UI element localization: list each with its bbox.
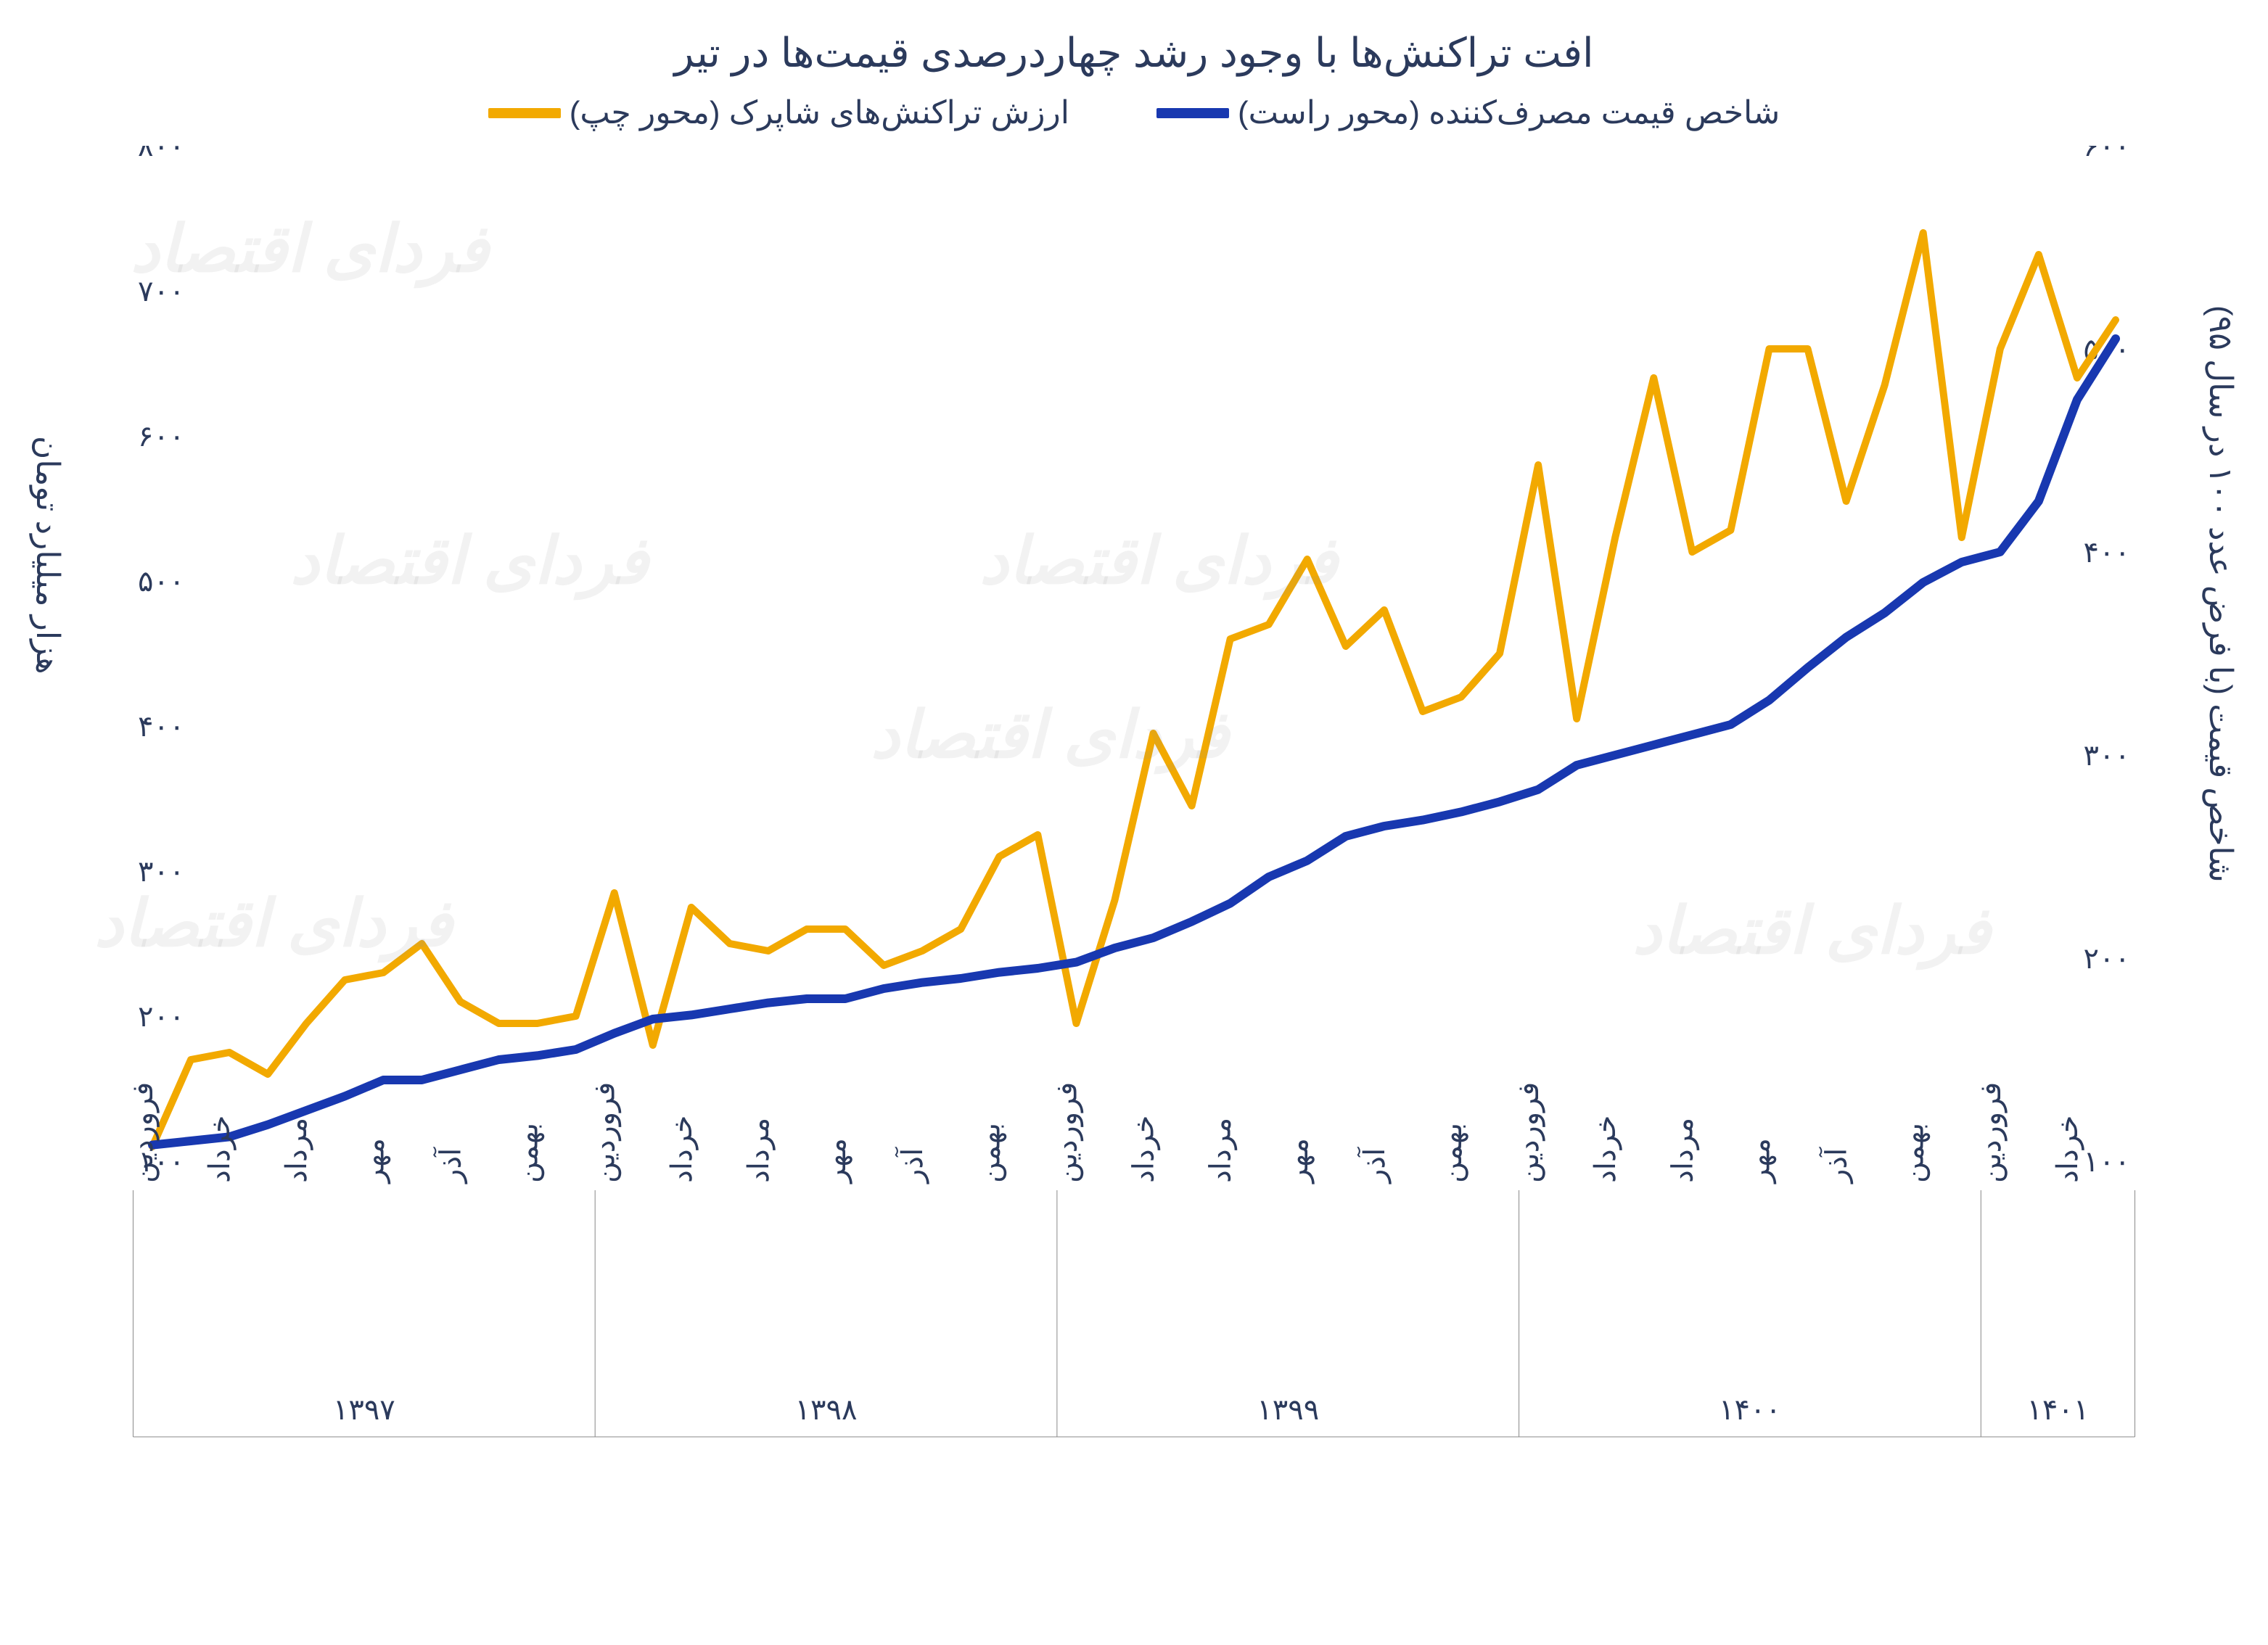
x-month-label: آذر [1357,1147,1392,1184]
legend-label-shaparak: ارزش تراکنش‌های شاپرک (محور چپ) [570,94,1069,131]
y-left-axis-label: هزار میلیارد تومان [29,436,66,675]
chart-container: افت تراکنش‌ها با وجود رشد چهاردرصدی قیمت… [73,29,2195,1616]
x-month-label: فروردین [1975,1082,2008,1183]
x-month-label: بهمن [1898,1123,1931,1183]
x-month-label: مهر [1282,1138,1315,1184]
x-month-label: آذر [432,1147,467,1184]
x-month-label: مهر [358,1138,390,1184]
legend-swatch-cpi [1156,108,1229,118]
x-month-label: مهر [1743,1138,1776,1184]
x-month-label: فروردین [1051,1082,1083,1183]
x-month-label: بهمن [974,1123,1006,1183]
y-right-tick: ۴۰۰ [2084,537,2130,569]
x-year-label: ۱۳۹۸ [795,1394,858,1426]
x-month-label: خرداد [1590,1115,1622,1183]
x-month-label: آذر [895,1147,929,1184]
x-year-label: ۱۴۰۱ [2026,1394,2089,1426]
x-month-label: خرداد [666,1115,699,1183]
legend-item-shaparak: ارزش تراکنش‌های شاپرک (محور چپ) [488,94,1069,131]
x-month-label: بهمن [1436,1123,1468,1183]
y-left-tick: ۴۰۰ [138,711,184,743]
legend: شاخص قیمت مصرف‌کننده (محور راست) ارزش تر… [73,94,2195,131]
x-year-label: ۱۳۹۹ [1257,1394,1319,1426]
y-right-axis-label: شاخص قیمت (با فرض عدد ۱۰۰ در سال ۹۵) [2202,305,2239,883]
y-right-tick: ۲۰۰ [2084,943,2130,975]
chart-svg: ۱۰۰۲۰۰۳۰۰۴۰۰۵۰۰۶۰۰۷۰۰۸۰۰۱۰۰۲۰۰۳۰۰۴۰۰۵۰۰۶… [73,146,2195,1495]
x-month-label: مرداد [281,1118,313,1183]
y-left-tick: ۸۰۰ [138,146,184,162]
chart-title: افت تراکنش‌ها با وجود رشد چهاردرصدی قیمت… [73,29,2195,77]
x-month-label: آذر [1819,1147,1854,1184]
plot-area: هزار میلیارد تومان شاخص قیمت (با فرض عدد… [73,146,2195,1495]
y-left-tick: ۵۰۰ [138,566,184,598]
y-left-tick: ۲۰۰ [138,1001,184,1033]
x-month-label: بهمن [512,1123,545,1183]
x-month-label: فروردین [1513,1082,1545,1183]
series-shaparak [152,233,2116,1147]
y-left-tick: ۳۰۰ [138,856,184,888]
x-month-label: مهر [820,1138,852,1184]
y-right-tick: ۳۰۰ [2084,740,2130,772]
legend-label-cpi: شاخص قیمت مصرف‌کننده (محور راست) [1238,94,1780,131]
x-month-label: مرداد [743,1118,776,1183]
series-cpi [152,339,2116,1145]
legend-item-cpi: شاخص قیمت مصرف‌کننده (محور راست) [1156,94,1780,131]
y-left-tick: ۶۰۰ [138,421,184,453]
x-year-label: ۱۳۹۷ [333,1394,395,1426]
y-left-tick: ۷۰۰ [138,276,184,308]
x-month-label: فروردین [589,1082,622,1183]
x-year-label: ۱۴۰۰ [1719,1394,1781,1426]
x-month-label: مرداد [1205,1118,1238,1183]
x-month-label: خرداد [1128,1115,1161,1183]
legend-swatch-shaparak [488,108,561,118]
x-month-label: فروردین [127,1082,160,1183]
y-right-tick: ۶۰۰ [2084,146,2130,162]
x-month-label: خرداد [2052,1115,2084,1183]
x-month-label: مرداد [1667,1118,1699,1183]
y-right-tick: ۱۰۰ [2084,1146,2130,1178]
x-month-label: خرداد [204,1115,237,1183]
